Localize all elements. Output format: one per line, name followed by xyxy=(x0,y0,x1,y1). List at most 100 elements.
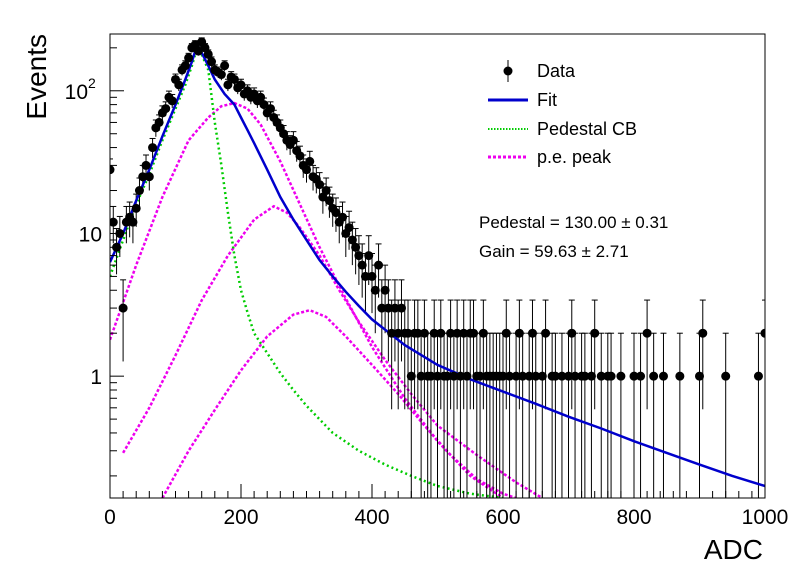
data-point xyxy=(393,328,403,338)
data-point xyxy=(344,223,354,233)
x-tick-label: 600 xyxy=(485,506,520,529)
data-point xyxy=(305,156,315,166)
data-points xyxy=(110,37,765,381)
data-point xyxy=(580,371,590,381)
data-point xyxy=(154,117,164,127)
data-point xyxy=(557,371,567,381)
data-point xyxy=(338,212,348,222)
data-point xyxy=(518,371,528,381)
data-point xyxy=(753,371,763,381)
legend-label-fit: Fit xyxy=(537,90,557,110)
data-point xyxy=(475,371,485,381)
pedestal-annotation: Pedestal = 130.00 ± 0.31 xyxy=(479,213,668,232)
data-point xyxy=(675,371,685,381)
data-point xyxy=(174,80,184,90)
legend-label-pedestal-cb: Pedestal CB xyxy=(537,119,637,139)
data-point xyxy=(606,371,616,381)
x-tick-label: 400 xyxy=(354,506,389,529)
data-point xyxy=(531,371,541,381)
data-point xyxy=(505,371,515,381)
data-point xyxy=(406,371,416,381)
data-point xyxy=(541,328,551,338)
y-tick-label: 10 xyxy=(65,81,88,104)
data-point xyxy=(110,217,118,227)
data-point xyxy=(118,303,128,313)
data-point xyxy=(360,271,370,281)
data-point xyxy=(203,49,213,59)
data-point xyxy=(364,251,374,261)
data-point xyxy=(354,251,364,261)
data-point xyxy=(259,100,269,110)
data-point xyxy=(436,328,446,338)
pe-peak-curve-1 xyxy=(110,101,504,498)
data-point xyxy=(131,203,141,213)
axis-ticks xyxy=(109,47,766,498)
data-point xyxy=(357,260,367,270)
data-point xyxy=(455,371,465,381)
data-point xyxy=(642,328,652,338)
data-point xyxy=(616,371,626,381)
data-point xyxy=(390,303,400,313)
data-point xyxy=(564,371,573,381)
data-point xyxy=(288,135,298,145)
data-point xyxy=(144,172,154,182)
data-error-bars xyxy=(110,37,765,498)
data-point xyxy=(265,104,275,114)
x-axis-title: ADC xyxy=(704,534,763,565)
data-point xyxy=(180,61,190,71)
data-point xyxy=(134,186,144,196)
x-tick-label: 200 xyxy=(223,506,258,529)
data-point xyxy=(469,328,479,338)
data-point xyxy=(419,328,429,338)
legend-item-fit: Fit xyxy=(488,90,557,110)
data-point xyxy=(449,371,459,381)
data-point xyxy=(433,371,442,381)
plot-content xyxy=(110,37,765,498)
legend-item-data: Data xyxy=(503,60,576,82)
data-point xyxy=(315,180,325,190)
data-point xyxy=(167,96,177,106)
data-point xyxy=(321,186,331,196)
data-point xyxy=(413,328,423,338)
data-point xyxy=(396,303,406,313)
data-point xyxy=(478,328,488,338)
data-point xyxy=(442,371,452,381)
y-tick-label-exponent: 2 xyxy=(88,75,96,91)
data-point xyxy=(629,371,639,381)
data-point xyxy=(498,371,508,381)
data-point xyxy=(695,371,704,381)
data-point xyxy=(370,285,380,295)
data-point xyxy=(550,371,560,381)
data-point xyxy=(229,74,239,84)
legend-data-marker xyxy=(503,66,513,76)
data-point xyxy=(649,371,659,381)
y-axis-title: Events xyxy=(21,34,52,120)
data-point xyxy=(760,328,765,338)
data-point xyxy=(377,303,387,313)
data-point xyxy=(236,80,246,90)
legend-item-pe-peak: p.e. peak xyxy=(488,147,612,167)
data-point xyxy=(223,80,233,90)
data-point xyxy=(426,371,436,381)
data-point xyxy=(429,328,439,338)
data-point xyxy=(138,172,148,182)
data-point xyxy=(462,371,472,381)
data-point xyxy=(148,143,158,153)
data-point xyxy=(256,92,266,102)
data-point xyxy=(347,235,357,245)
data-point xyxy=(570,371,580,381)
x-tick-labels: 0 200 400 600 800 1000 xyxy=(104,506,788,529)
data-point xyxy=(514,328,524,338)
data-point xyxy=(184,53,194,63)
y-tick-label: 1 xyxy=(90,366,102,389)
data-point xyxy=(698,328,708,338)
data-point xyxy=(446,328,456,338)
fit-curve xyxy=(110,45,765,488)
data-point xyxy=(658,371,668,381)
y-tick-label: 10 xyxy=(79,223,102,246)
data-point xyxy=(207,57,217,67)
data-point xyxy=(331,208,341,218)
